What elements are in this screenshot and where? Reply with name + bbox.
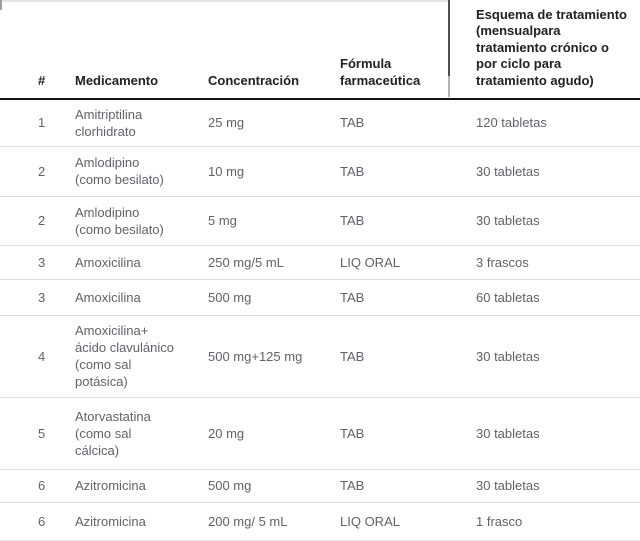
concentracion-cell: 250 mg/5 mL	[208, 244, 340, 279]
row-number-cell: 6	[0, 501, 75, 541]
medicamento-cell: Amlodipino (como besilato)	[75, 195, 208, 245]
formula-cell: TAB	[340, 396, 476, 469]
row-number-cell: 3	[0, 278, 75, 315]
esquema-cell: 120 tabletas	[476, 115, 547, 131]
medicamento-cell: Amitriptilina clorhidrato	[75, 106, 143, 139]
header-column-border-dark	[448, 0, 450, 76]
medicamento-cell: Azitromicina	[75, 468, 208, 502]
formula-cell: TAB	[340, 278, 476, 315]
concentracion-cell: 25 mg	[208, 115, 245, 131]
header-row: # Medicamento Concentración Fórmula farm…	[0, 0, 640, 100]
table-row: 6 Azitromicina 200 mg/ 5 mL LIQ ORAL 1 frasc…	[0, 501, 640, 541]
medicamento-cell: Amoxicilina	[75, 244, 208, 279]
top-left-border-fragment	[0, 0, 2, 10]
concentracion-cell: 20 mg	[208, 396, 340, 469]
row-number-cell: 2	[0, 195, 75, 245]
row-number-cell: 1	[38, 115, 46, 131]
table-row: 2 Amlodipino (como besilato) 5 mg TAB 30 tab…	[0, 195, 640, 245]
formula-cell: LIQ ORAL	[340, 244, 476, 279]
medicamento-cell: Atorvastatina (como sal cálcica)	[75, 396, 208, 469]
table-row: 6 Azitromicina 500 mg TAB 30 tabletas	[0, 468, 640, 502]
concentracion-cell: 5 mg	[208, 195, 340, 245]
esquema-cell: 3 frascos	[476, 244, 640, 279]
table-row: 5 Atorvastatina (como sal cálcica) 20 mg TA…	[0, 396, 640, 469]
row-number-cell: 3	[0, 244, 75, 279]
column-header-formula: Fórmula farmaceútica	[340, 0, 476, 100]
formula-cell: LIQ ORAL	[340, 501, 476, 541]
esquema-cell: 60 tabletas	[476, 278, 640, 315]
esquema-cell: 30 tabletas	[476, 195, 640, 245]
row-number-cell: 5	[0, 396, 75, 469]
formula-cell: TAB	[340, 314, 476, 397]
esquema-cell: 1 frasco	[476, 501, 640, 541]
esquema-cell: 30 tabletas	[476, 396, 640, 469]
formula-cell: TAB	[340, 195, 476, 245]
concentracion-cell: 500 mg+125 mg	[208, 314, 340, 397]
table-header: # Medicamento Concentración Fórmula farm…	[0, 0, 640, 100]
column-header-esquema: Esquema de tratamiento (mensualpara trat…	[476, 0, 640, 100]
concentracion-cell: 10 mg	[208, 145, 340, 196]
top-edge-divider	[0, 0, 449, 2]
row-number-cell: 6	[0, 468, 75, 502]
table-row: 3 Amoxicilina 500 mg TAB 60 tabletas	[0, 278, 640, 315]
table-row: 4 Amoxicilina+ ácido clavulánico (como sa…	[0, 314, 640, 397]
formula-cell: TAB	[340, 468, 476, 502]
esquema-cell: 30 tabletas	[476, 468, 640, 502]
header-column-border-light	[448, 76, 450, 97]
medicamento-cell: Azitromicina	[75, 501, 208, 541]
table-row: 3 Amoxicilina 250 mg/5 mL LIQ ORAL 3 frascos	[0, 244, 640, 279]
concentracion-cell: 200 mg/ 5 mL	[208, 501, 340, 541]
column-header-concentracion: Concentración	[208, 0, 340, 100]
row-number-cell: 4	[0, 314, 75, 397]
column-header-medicamento: Medicamento	[75, 0, 208, 100]
column-header-number: #	[0, 0, 75, 100]
table-row: 1 Amitriptilina clorhidrato 25 mg TAB 120 ta…	[0, 99, 640, 146]
medicamento-cell: Amlodipino (como besilato)	[75, 145, 208, 196]
formula-cell: TAB	[340, 145, 476, 196]
formula-cell: TAB	[340, 115, 365, 131]
medicamento-cell: Amoxicilina+ ácido clavulánico (como sal…	[75, 314, 208, 397]
concentracion-cell: 500 mg	[208, 468, 340, 502]
table-body: 1 Amitriptilina clorhidrato 25 mg TAB 120 ta…	[0, 99, 640, 541]
esquema-cell: 30 tabletas	[476, 314, 640, 397]
concentracion-cell: 500 mg	[208, 278, 340, 315]
esquema-cell: 30 tabletas	[476, 145, 640, 196]
table-row: 2 Amlodipino (como besilato) 10 mg TAB 30 ta…	[0, 145, 640, 196]
medicamento-cell: Amoxicilina	[75, 278, 208, 315]
row-number-cell: 2	[0, 145, 75, 196]
